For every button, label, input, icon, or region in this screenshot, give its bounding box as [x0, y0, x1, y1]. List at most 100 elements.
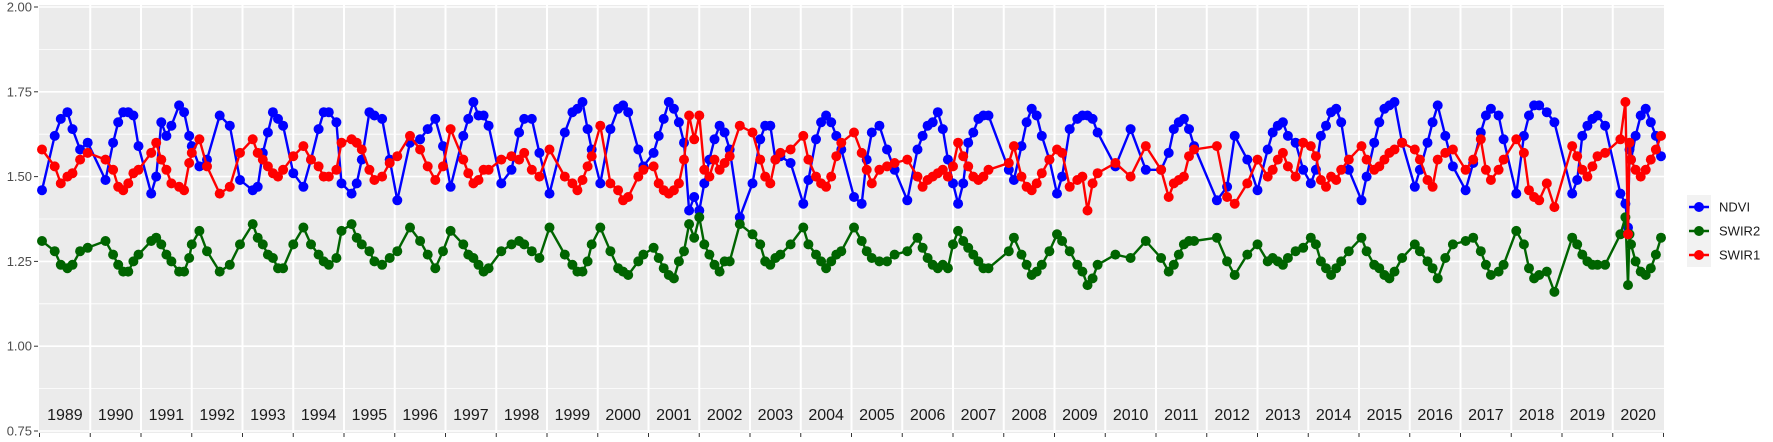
swir1-point [684, 110, 695, 121]
swir1-point [1374, 161, 1385, 172]
swir2-point [1189, 236, 1200, 246]
swir1-point [1189, 144, 1200, 155]
swir1-point [1549, 202, 1560, 213]
year-label: 2016 [1417, 407, 1453, 424]
swir2-point [1290, 246, 1301, 257]
ndvi-point [262, 127, 273, 138]
swir2-point [595, 222, 606, 233]
swir1-point [544, 144, 555, 155]
swir1-point [331, 164, 342, 175]
swir2-point [1615, 229, 1626, 240]
swir1-point [613, 185, 624, 196]
ndvi-point [430, 113, 441, 124]
ndvi-point [288, 168, 299, 179]
swir1-point [861, 164, 872, 175]
swir1-point [694, 110, 705, 121]
swir2-point [1518, 239, 1529, 250]
swir2-point [544, 222, 555, 233]
ndvi-point [1572, 175, 1583, 185]
swir1-point [1623, 229, 1633, 240]
series-layer [37, 97, 1666, 297]
swir1-point [422, 161, 433, 172]
swir2-point [1021, 259, 1032, 270]
swir2-point [963, 242, 974, 253]
swir1-point [572, 185, 583, 196]
swir2-point [1427, 263, 1438, 274]
swir2-point [1485, 270, 1496, 280]
ndvi-point [1460, 185, 1471, 196]
swir1-point [595, 120, 606, 131]
swir2-point [755, 239, 766, 250]
swir1-point [689, 134, 700, 145]
ndvi-point [1321, 120, 1331, 131]
ndvi-point [953, 198, 964, 209]
swir2-point [430, 263, 441, 274]
swir2-point [1656, 232, 1666, 243]
ndvi-point [1211, 195, 1222, 206]
ndvi-point [605, 124, 616, 135]
swir1-point [1620, 97, 1631, 107]
ndvi-point [128, 110, 139, 121]
ndvi-point [377, 113, 388, 124]
swir2-point [605, 246, 616, 257]
swir1-point [438, 161, 448, 172]
swir2-point [1310, 239, 1321, 250]
swir2-point [1422, 256, 1433, 267]
ndvi-point [100, 175, 111, 185]
swir2-point [1534, 270, 1545, 280]
ndvi-point [1361, 171, 1372, 182]
swir1-point [1475, 134, 1486, 145]
swir2-point [638, 249, 649, 260]
year-label: 2020 [1620, 407, 1656, 424]
swir2-point [496, 246, 507, 257]
swir2-point [1229, 270, 1240, 280]
swir2-point [1036, 259, 1047, 270]
ndvi-point [298, 181, 309, 192]
year-label: 1997 [453, 407, 489, 424]
swir2-point [458, 239, 469, 250]
swir2-point [128, 256, 139, 267]
ndvi-point [156, 117, 167, 128]
swir1-point [1493, 164, 1504, 175]
ndvi-point [1092, 127, 1103, 138]
swir2-point [1092, 259, 1103, 270]
swir1-point [1511, 134, 1522, 145]
ndvi-point [1277, 117, 1288, 128]
swir2-point [917, 242, 928, 253]
ndvi-point [963, 137, 974, 148]
swir2-point [1252, 239, 1263, 250]
swir2-point [37, 236, 47, 246]
ndvi-point [1184, 124, 1194, 135]
ndvi-point [194, 161, 205, 172]
swir2-point [1374, 263, 1385, 274]
swir2-point [1163, 266, 1174, 277]
ndvi-point [1356, 195, 1367, 206]
swir2-point [179, 266, 190, 277]
ndvi-point [252, 181, 263, 192]
swir1-point [1577, 164, 1588, 175]
swir1-point [963, 161, 974, 172]
swir1-point [235, 147, 245, 158]
swir1-point [123, 178, 134, 189]
swir2-point [298, 222, 309, 233]
swir1-point [1092, 168, 1103, 179]
swir1-point [55, 178, 66, 189]
swir2-point [100, 236, 111, 246]
swir1-point [958, 151, 969, 162]
ndvi-point [1016, 141, 1027, 152]
ndvi-point [811, 134, 821, 145]
swir1-point [1222, 192, 1233, 202]
year-label: 2005 [859, 407, 895, 424]
swir2-point [1008, 232, 1019, 243]
swir1-point [405, 130, 415, 141]
swir2-point [1140, 236, 1151, 246]
ndvi-point [166, 120, 177, 131]
swir1-point [1336, 164, 1347, 175]
year-label: 2010 [1113, 407, 1149, 424]
swir1-point [586, 151, 597, 162]
swir2-point [922, 253, 933, 263]
swir1-point [214, 188, 225, 199]
ndvi-point [1600, 120, 1611, 131]
swir2-point [724, 256, 735, 267]
swir1-point [1298, 137, 1309, 148]
